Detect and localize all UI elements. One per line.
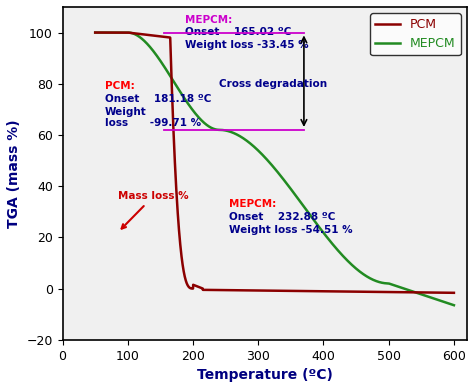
Y-axis label: TGA (mass %): TGA (mass %) bbox=[7, 119, 21, 228]
MEPCM bbox=[440, 300, 446, 304]
Text: Onset    232.88 ºC: Onset 232.88 ºC bbox=[229, 212, 335, 222]
PCM bbox=[441, 290, 447, 295]
MEPCM bbox=[375, 279, 381, 284]
PCM bbox=[451, 291, 457, 295]
Text: MEPCM:: MEPCM: bbox=[229, 199, 276, 209]
PCM bbox=[257, 288, 263, 293]
Text: Weight: Weight bbox=[105, 107, 147, 117]
Text: Mass loss %: Mass loss % bbox=[118, 191, 189, 229]
Text: Cross degradation: Cross degradation bbox=[219, 79, 327, 89]
Text: Weight loss -33.45 %: Weight loss -33.45 % bbox=[185, 40, 309, 50]
PCM bbox=[440, 290, 446, 295]
Line: PCM: PCM bbox=[95, 33, 454, 293]
Line: MEPCM: MEPCM bbox=[95, 33, 454, 305]
PCM bbox=[267, 288, 273, 293]
Text: Onset    165.02 ºC: Onset 165.02 ºC bbox=[185, 28, 292, 37]
X-axis label: Temperature (ºC): Temperature (ºC) bbox=[197, 368, 333, 382]
MEPCM bbox=[451, 303, 457, 308]
PCM bbox=[110, 30, 116, 35]
MEPCM bbox=[267, 160, 273, 165]
Text: MEPCM:: MEPCM: bbox=[185, 15, 232, 25]
MEPCM bbox=[257, 150, 263, 155]
Text: Onset    181.18 ºC: Onset 181.18 ºC bbox=[105, 94, 211, 104]
MEPCM bbox=[110, 30, 116, 35]
Legend: PCM, MEPCM: PCM, MEPCM bbox=[370, 13, 461, 56]
PCM bbox=[375, 289, 381, 294]
MEPCM bbox=[92, 30, 98, 35]
Text: Weight loss -54.51 %: Weight loss -54.51 % bbox=[229, 224, 353, 235]
Text: loss      -99.71 %: loss -99.71 % bbox=[105, 118, 201, 128]
MEPCM bbox=[441, 300, 447, 304]
PCM bbox=[92, 30, 98, 35]
Text: PCM:: PCM: bbox=[105, 81, 135, 91]
